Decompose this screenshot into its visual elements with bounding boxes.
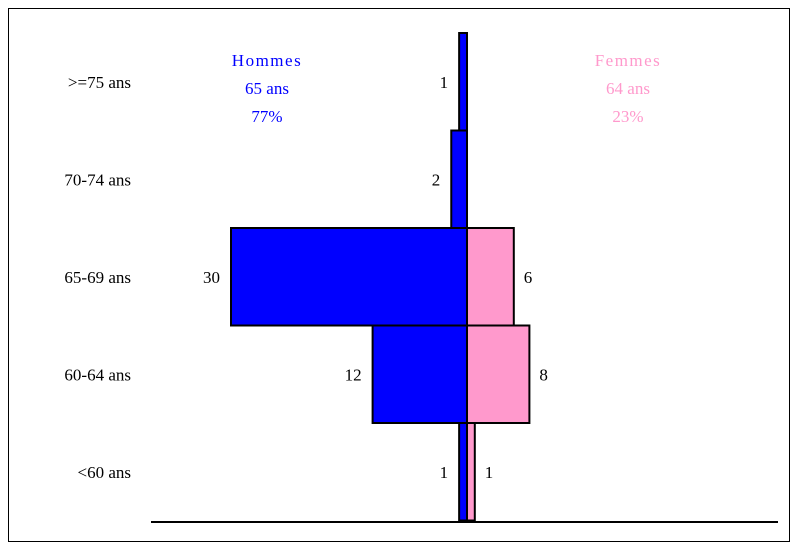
category-labels: >=75 ans 70-74 ans 65-69 ans 60-64 ans <60 a…	[64, 73, 131, 482]
bar-hommes	[450, 129, 468, 229]
category-label: 60-64 ans	[64, 365, 131, 384]
legend-femmes: Femmes 64 ans 23%	[595, 51, 662, 126]
legend-hommes: Hommes 65 ans 77%	[232, 51, 302, 126]
legend-femmes-title: Femmes	[595, 51, 662, 70]
category-label: 70-74 ans	[64, 170, 131, 189]
value-label-hommes: 2	[432, 170, 441, 189]
bar-femmes	[466, 324, 531, 424]
value-label-hommes: 30	[203, 268, 220, 287]
legend-hommes-title: Hommes	[232, 51, 302, 70]
value-label-femmes: 6	[524, 268, 533, 287]
value-label-femmes: 8	[539, 365, 548, 384]
category-label: 65-69 ans	[64, 268, 131, 287]
legend-hommes-percent: 77%	[251, 107, 282, 126]
bar-hommes	[230, 227, 468, 327]
bars-layer	[230, 32, 531, 522]
value-label-femmes: 1	[485, 463, 494, 482]
category-label: <60 ans	[78, 463, 132, 482]
bar-femmes	[466, 227, 515, 327]
legend-hommes-age: 65 ans	[245, 79, 289, 98]
value-label-hommes: 12	[345, 365, 362, 384]
bar-hommes	[458, 32, 468, 132]
legend-femmes-percent: 23%	[612, 107, 643, 126]
category-label: >=75 ans	[68, 73, 131, 92]
value-label-hommes: 1	[440, 463, 449, 482]
bar-hommes	[371, 324, 469, 424]
bar-hommes	[458, 422, 468, 522]
legend-femmes-age: 64 ans	[606, 79, 650, 98]
bar-femmes	[466, 422, 476, 522]
value-label-hommes: 1	[440, 73, 449, 92]
